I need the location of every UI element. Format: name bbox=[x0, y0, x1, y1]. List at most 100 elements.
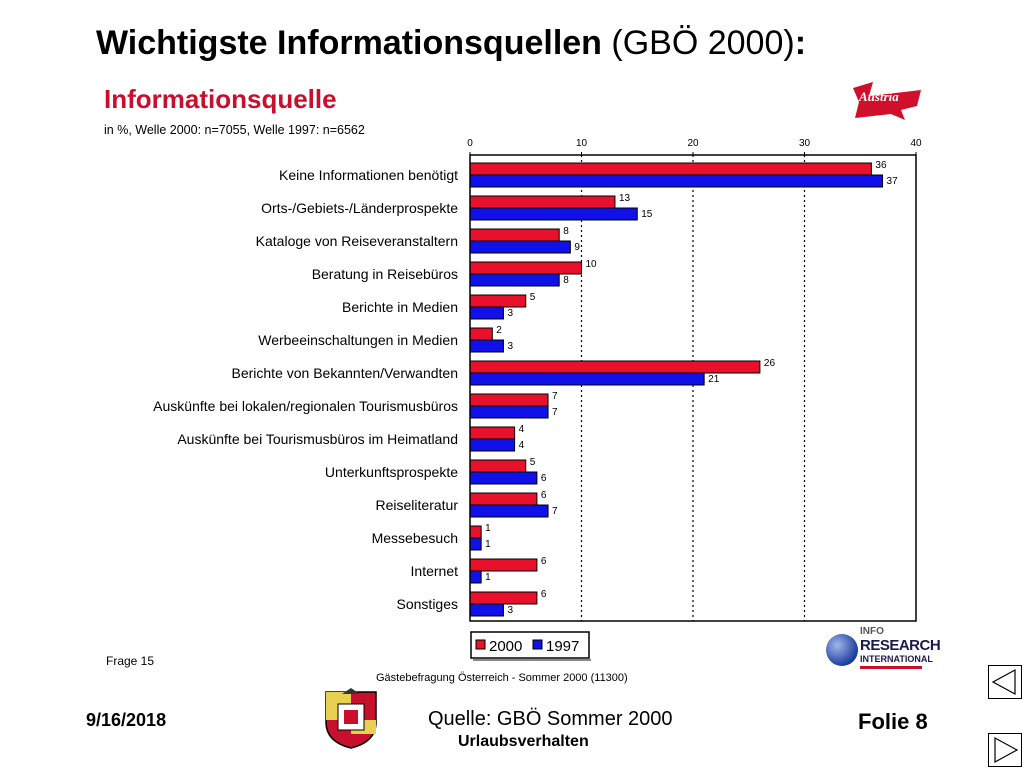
bar-value-label: 6 bbox=[541, 490, 547, 501]
bar-value-label: 1 bbox=[485, 523, 491, 534]
bar-1997 bbox=[469, 537, 482, 551]
info-logo-underline bbox=[860, 666, 922, 669]
bar-2000 bbox=[469, 261, 582, 275]
category-label: Auskünfte bei Tourismusbüros im Heimatla… bbox=[177, 431, 458, 447]
x-tick-label: 0 bbox=[467, 138, 473, 149]
chart-grid bbox=[469, 152, 917, 621]
slide-title-colon: : bbox=[794, 24, 807, 62]
plot-frame bbox=[469, 154, 917, 622]
bar-value-label: 13 bbox=[619, 193, 631, 204]
info-logo-line1: INFO bbox=[860, 626, 884, 637]
x-tick-label: 10 bbox=[576, 138, 588, 149]
legend-swatch-1997 bbox=[532, 639, 543, 650]
info-logo-line2: RESEARCH bbox=[860, 637, 941, 654]
legend-label-2000: 2000 bbox=[489, 638, 522, 655]
bar-1997 bbox=[469, 339, 504, 353]
chart-subtitle: in %, Welle 2000: n=7055, Welle 1997: n=… bbox=[104, 123, 365, 137]
bar-value-label: 3 bbox=[507, 308, 513, 319]
x-tick-label: 20 bbox=[687, 138, 699, 149]
legend-swatch-2000 bbox=[475, 639, 486, 650]
previous-slide-button[interactable] bbox=[988, 665, 1022, 699]
bar-1997 bbox=[469, 471, 538, 485]
category-label: Werbeeinschaltungen in Medien bbox=[258, 332, 458, 348]
bar-value-label: 8 bbox=[563, 226, 569, 237]
bar-value-label: 6 bbox=[541, 556, 547, 567]
bar-1997 bbox=[469, 306, 504, 320]
bar-value-label: 1 bbox=[485, 572, 491, 583]
category-label: Messebesuch bbox=[372, 530, 458, 546]
bar-value-label: 3 bbox=[507, 605, 513, 616]
bar-value-label: 15 bbox=[641, 209, 653, 220]
bar-value-label: 7 bbox=[552, 407, 558, 418]
bar-1997 bbox=[469, 174, 884, 188]
slide-number: Folie 8 bbox=[858, 709, 928, 734]
bar-value-label: 6 bbox=[541, 473, 547, 484]
bar-1997 bbox=[469, 207, 638, 221]
bar-value-label: 5 bbox=[530, 292, 536, 303]
category-label: Auskünfte bei lokalen/regionalen Tourism… bbox=[153, 398, 458, 414]
bar-value-label: 4 bbox=[519, 440, 525, 451]
bar-value-label: 2 bbox=[496, 325, 502, 336]
next-slide-button[interactable] bbox=[988, 733, 1022, 767]
chart-bars bbox=[469, 162, 884, 617]
bar-2000 bbox=[469, 228, 560, 242]
info-research-logo: INFO RESEARCH INTERNATIONAL bbox=[826, 626, 941, 670]
bar-value-label: 7 bbox=[552, 391, 558, 402]
legend-box bbox=[470, 631, 590, 659]
category-label: Beratung in Reisebüros bbox=[312, 266, 458, 282]
bar-value-label: 10 bbox=[586, 259, 598, 270]
chart-source-note: Gästebefragung Österreich - Sommer 2000 … bbox=[376, 672, 628, 684]
category-label: Kataloge von Reiseveranstaltern bbox=[256, 233, 458, 249]
bar-value-label: 9 bbox=[574, 242, 580, 253]
slide-title: Wichtigste Informationsquellen (GBÖ 2000… bbox=[96, 24, 806, 63]
category-label: Berichte von Bekannten/Verwandten bbox=[232, 365, 459, 381]
bar-2000 bbox=[469, 525, 482, 539]
austria-logo-text: Austria bbox=[859, 89, 899, 104]
category-label: Unterkunftsprospekte bbox=[325, 464, 458, 480]
footer-date: 9/16/2018 bbox=[86, 710, 167, 730]
bar-1997 bbox=[469, 405, 549, 419]
bar-2000 bbox=[469, 492, 538, 506]
slide-title-normal: (GBÖ 2000) bbox=[601, 24, 795, 62]
category-label: Berichte in Medien bbox=[342, 299, 458, 315]
bar-2000 bbox=[469, 327, 493, 341]
bar-value-label: 21 bbox=[708, 374, 720, 385]
bar-value-label: 5 bbox=[530, 457, 536, 468]
info-logo-line3: INTERNATIONAL bbox=[860, 654, 933, 664]
question-label: Frage 15 bbox=[106, 654, 155, 668]
bar-2000 bbox=[469, 162, 872, 176]
globe-icon bbox=[826, 634, 858, 666]
chart-title: Informationsquelle bbox=[104, 84, 337, 114]
category-label: Reiseliteratur bbox=[376, 497, 459, 513]
bar-2000 bbox=[469, 591, 538, 605]
bar-1997 bbox=[469, 504, 549, 518]
austria-logo-shape bbox=[853, 82, 921, 120]
crest-icon bbox=[325, 688, 377, 749]
bar-2000 bbox=[469, 426, 516, 440]
bar-1997 bbox=[469, 570, 482, 584]
x-tick-label: 40 bbox=[910, 138, 922, 149]
category-label: Sonstiges bbox=[397, 596, 458, 612]
austria-logo: Austria bbox=[845, 80, 925, 122]
bar-2000 bbox=[469, 195, 616, 209]
bar-2000 bbox=[469, 360, 761, 374]
category-label: Internet bbox=[411, 563, 459, 579]
bar-2000 bbox=[469, 294, 527, 308]
bar-1997 bbox=[469, 372, 705, 386]
bar-value-label: 7 bbox=[552, 506, 558, 517]
bar-value-label: 8 bbox=[563, 275, 569, 286]
category-label: Orts-/Gebiets-/Länderprospekte bbox=[261, 200, 458, 216]
bar-2000 bbox=[469, 558, 538, 572]
category-label: Keine Informationen benötigt bbox=[279, 167, 458, 183]
bar-1997 bbox=[469, 273, 560, 287]
bar-value-label: 3 bbox=[507, 341, 513, 352]
slide-title-bold: Wichtigste Informationsquellen bbox=[96, 24, 602, 62]
bar-value-label: 6 bbox=[541, 589, 547, 600]
footer-subtitle: Urlaubsverhalten bbox=[458, 733, 589, 750]
bar-value-label: 36 bbox=[875, 160, 887, 171]
chart-legend: 2000 1997 bbox=[470, 631, 591, 661]
bar-2000 bbox=[469, 393, 549, 407]
bar-1997 bbox=[469, 240, 571, 254]
